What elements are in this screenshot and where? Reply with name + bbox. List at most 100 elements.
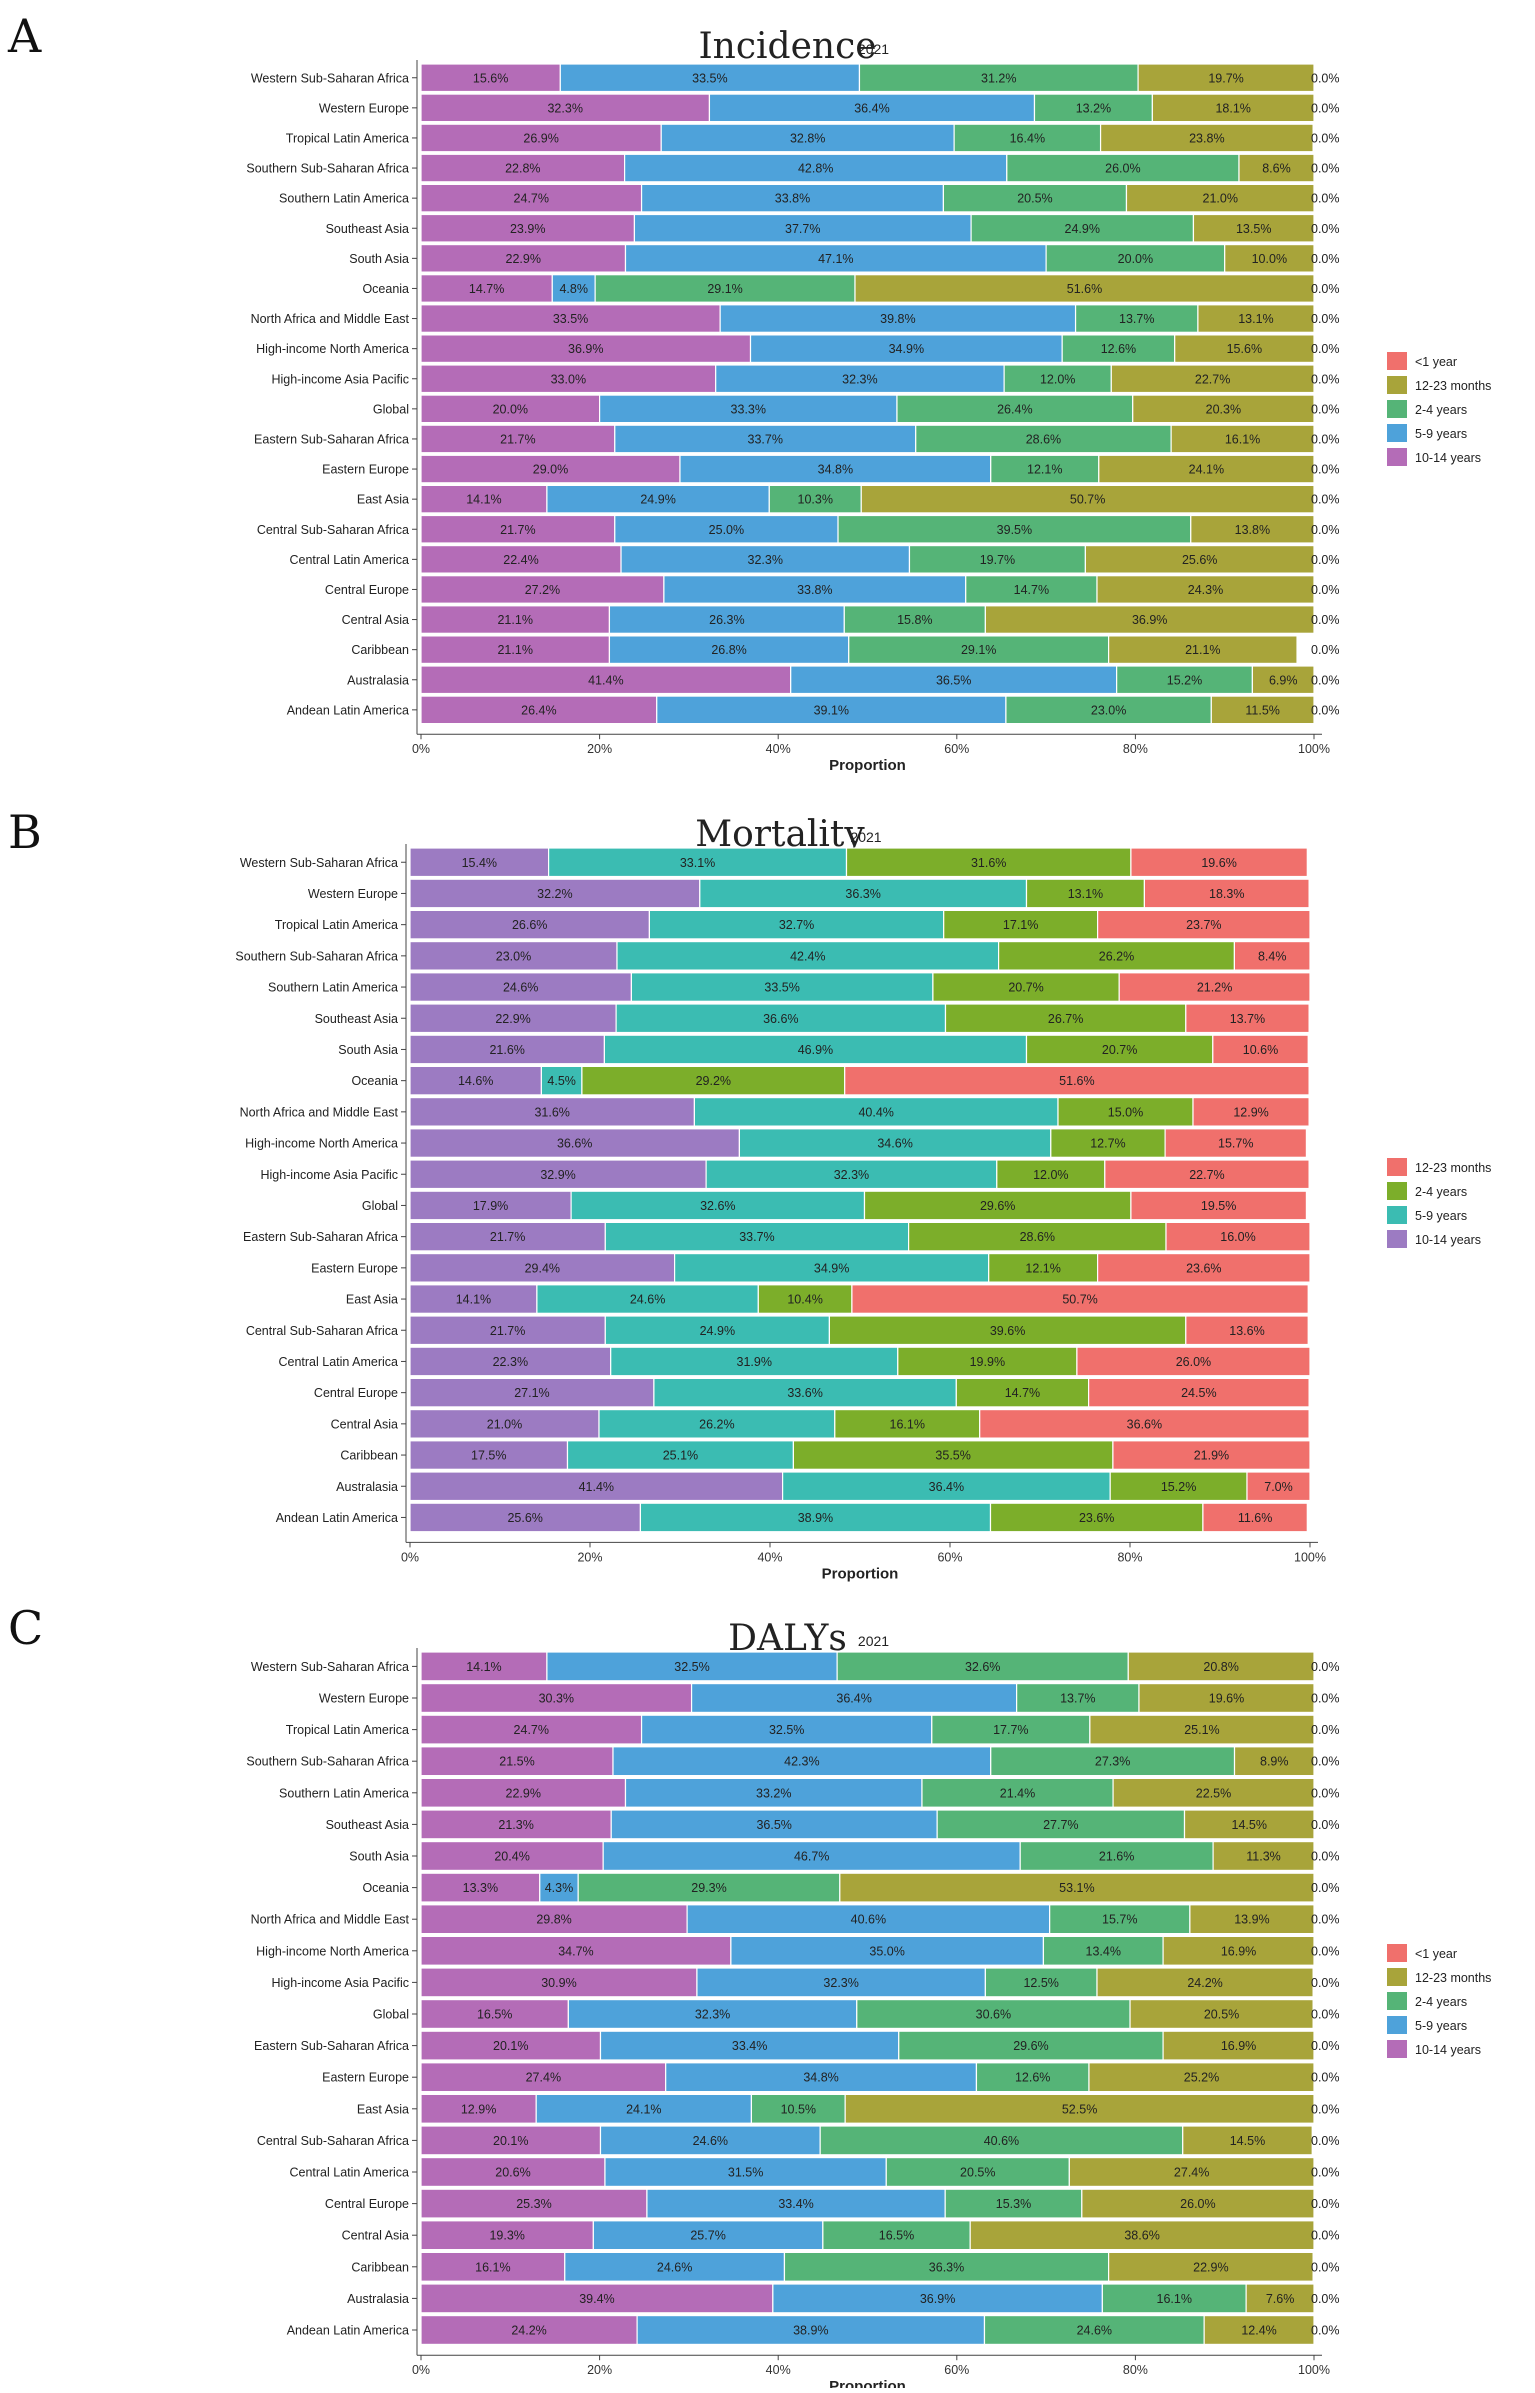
data-label: 21.6% — [489, 1043, 524, 1057]
bar-segment — [1088, 2062, 1315, 2093]
bar-segment — [932, 972, 1120, 1002]
data-label: 27.3% — [1095, 1755, 1130, 1769]
category-label: South Asia — [349, 252, 409, 266]
data-label: 13.7% — [1060, 1692, 1095, 1706]
x-tick-label: 100% — [1298, 2363, 1330, 2377]
data-label: 6.9% — [1269, 673, 1298, 687]
data-label: 22.4% — [503, 553, 538, 567]
data-label: 15.4% — [462, 856, 497, 870]
panel-letter: C — [8, 1601, 43, 1655]
bar-segment — [1118, 972, 1311, 1002]
data-label: 0.0% — [1311, 493, 1340, 507]
bar-segment — [1057, 1097, 1194, 1127]
data-label: 0.0% — [1311, 1976, 1340, 1990]
data-label: 27.2% — [525, 583, 560, 597]
data-label: 20.7% — [1008, 981, 1043, 995]
bar-segment — [409, 941, 618, 971]
bar-segment — [633, 213, 972, 243]
legend-swatch — [1387, 1230, 1407, 1248]
data-label: 0.0% — [1311, 463, 1340, 477]
legend-label: 5-9 years — [1415, 427, 1467, 441]
data-label: 29.1% — [961, 643, 996, 657]
data-label: 0.0% — [1311, 673, 1340, 687]
category-label: Central Asia — [331, 1417, 398, 1431]
bar-segment — [990, 454, 1100, 484]
chart-subtitle: 2021 — [850, 829, 881, 845]
data-label: 38.9% — [798, 1511, 833, 1525]
bar-segment — [420, 244, 627, 273]
panel-letter: B — [8, 805, 42, 859]
data-label: 46.9% — [798, 1043, 833, 1057]
data-label: 29.6% — [980, 1199, 1015, 1213]
data-label: 0.0% — [1311, 342, 1340, 356]
data-label: 25.1% — [663, 1449, 698, 1463]
bar-segment — [546, 484, 770, 514]
data-label: 13.4% — [1086, 1944, 1121, 1958]
bar-segment — [1192, 1097, 1310, 1127]
data-label: 16.0% — [1220, 1230, 1255, 1244]
data-label: 26.4% — [521, 703, 556, 717]
bar-segment — [420, 2125, 602, 2156]
category-label: Global — [373, 2008, 409, 2022]
bar-segment — [1238, 153, 1315, 183]
bar-segment — [1084, 544, 1315, 574]
category-label: East Asia — [357, 2102, 409, 2116]
data-label: 31.6% — [534, 1105, 569, 1119]
bar-segment — [768, 484, 862, 514]
category-label: South Asia — [349, 1850, 409, 1864]
bar-segment — [705, 1159, 998, 1190]
bar-segment — [420, 1872, 541, 1903]
data-label: 22.3% — [493, 1355, 528, 1369]
category-label: Southern Latin America — [279, 1786, 409, 1800]
data-label: 41.4% — [579, 1480, 614, 1494]
bar-segment — [420, 1904, 688, 1935]
bar-segment — [1202, 1502, 1308, 1533]
data-label: 12.7% — [1090, 1137, 1125, 1151]
bar-segment — [1108, 635, 1298, 665]
bar-segment — [420, 274, 553, 303]
bar-segment — [990, 1746, 1236, 1777]
data-label: 19.3% — [489, 2229, 524, 2243]
data-label: 29.4% — [525, 1261, 560, 1275]
bar-segment — [409, 909, 650, 940]
data-label: 25.7% — [690, 2229, 725, 2243]
data-label: 24.9% — [640, 493, 675, 507]
category-label: Global — [362, 1199, 398, 1213]
data-label: 34.8% — [818, 463, 853, 477]
legend-label: 12-23 months — [1415, 1971, 1491, 1985]
bar-segment — [1203, 2314, 1315, 2345]
x-tick-label: 20% — [587, 742, 612, 756]
bar-segment — [420, 605, 611, 634]
bar-segment — [839, 1872, 1315, 1903]
data-label: 32.2% — [537, 887, 572, 901]
x-axis-label: Proportion — [822, 1565, 899, 1582]
data-label: 0.0% — [1311, 252, 1340, 266]
category-label: Tropical Latin America — [286, 131, 409, 145]
x-tick-label: 60% — [944, 742, 969, 756]
bar-segment — [708, 93, 1036, 123]
data-label: 50.7% — [1062, 1293, 1097, 1307]
category-label: Western Sub-Saharan Africa — [251, 1660, 409, 1674]
bar-segment — [570, 1190, 866, 1221]
data-label: 0.0% — [1311, 101, 1340, 115]
bar-segment — [822, 2220, 971, 2251]
bar-segment — [1212, 1034, 1309, 1065]
data-label: 14.1% — [466, 493, 501, 507]
data-label: 14.7% — [1014, 583, 1049, 597]
data-label: 12.9% — [1233, 1105, 1268, 1119]
legend-swatch — [1387, 2016, 1407, 2034]
data-label: 33.5% — [553, 312, 588, 326]
data-label: 32.9% — [540, 1168, 575, 1182]
chart-title: Incidence — [698, 26, 876, 67]
data-label: 17.9% — [473, 1199, 508, 1213]
data-label: 24.6% — [657, 2260, 692, 2274]
data-label: 31.9% — [737, 1355, 772, 1369]
chart-subtitle: 2021 — [858, 41, 889, 57]
bar-segment — [420, 123, 662, 153]
bar-segment — [598, 394, 898, 424]
category-label: Oceania — [362, 282, 409, 296]
data-label: 14.5% — [1232, 1818, 1267, 1832]
data-label: 24.7% — [514, 1723, 549, 1737]
data-label: 13.6% — [1229, 1324, 1264, 1338]
data-label: 16.5% — [879, 2229, 914, 2243]
